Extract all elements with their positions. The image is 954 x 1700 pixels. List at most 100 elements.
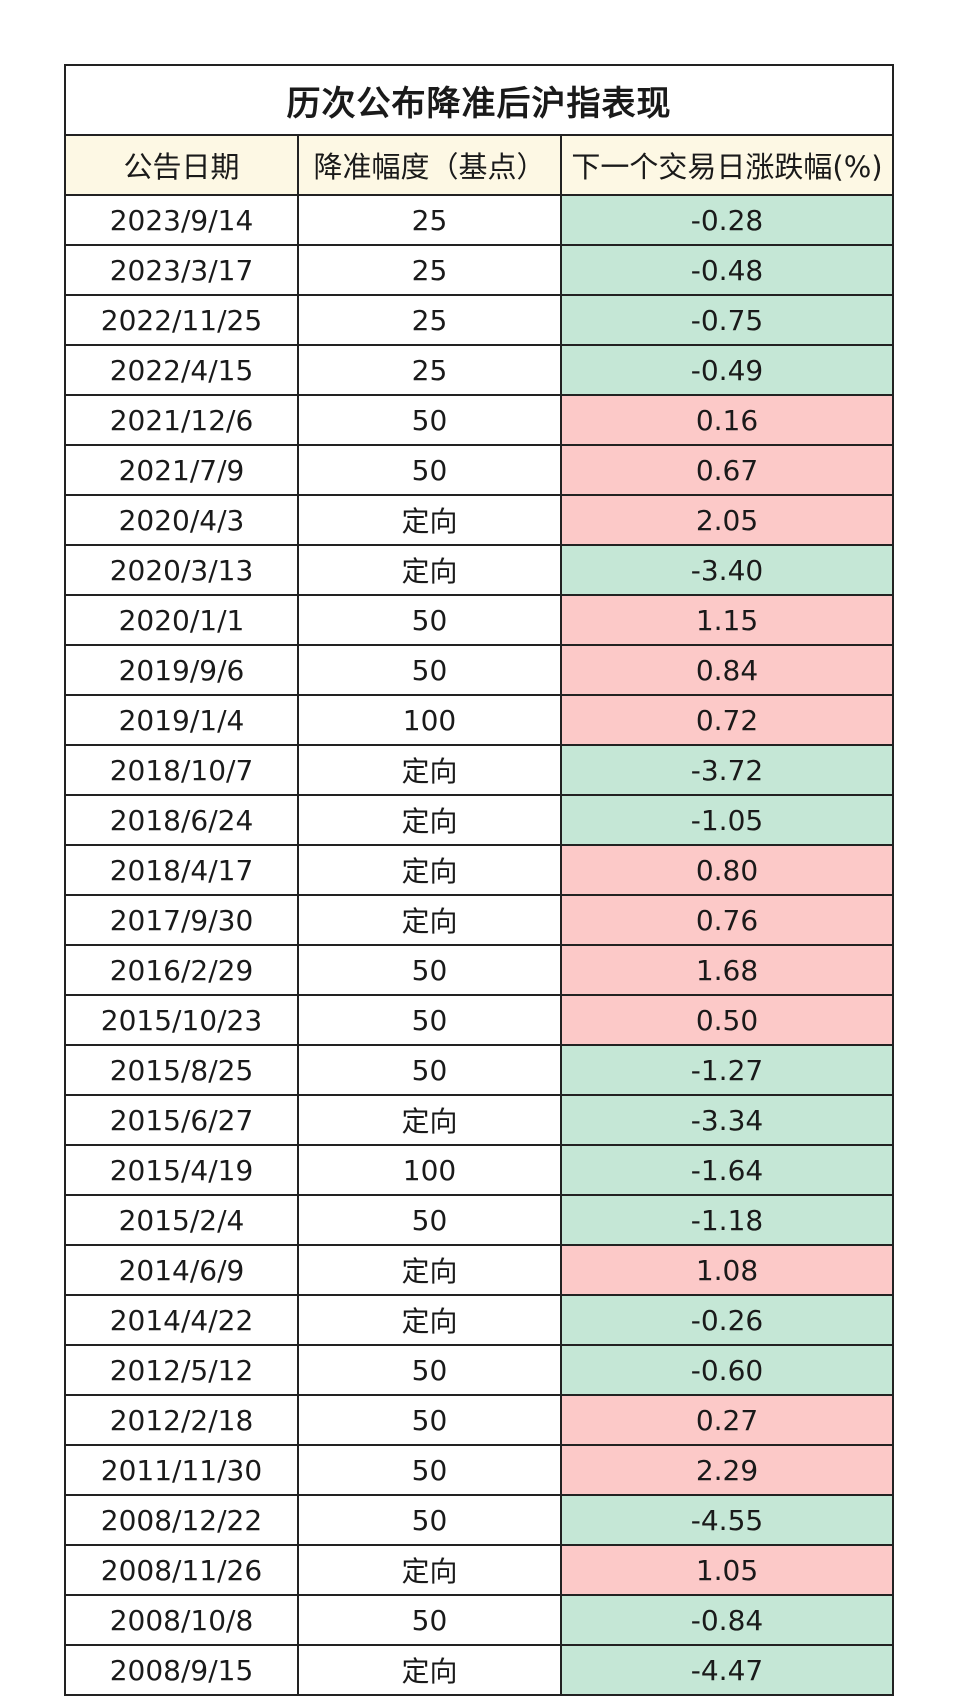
cut-size-cell: 定向	[297, 744, 562, 796]
change-cell: 0.72	[560, 694, 894, 746]
date-cell: 2008/11/26	[64, 1544, 299, 1596]
date-cell: 2014/6/9	[64, 1244, 299, 1296]
cut-size-cell: 定向	[297, 894, 562, 946]
cut-size-cell: 50	[297, 1494, 562, 1546]
date-cell: 2015/2/4	[64, 1194, 299, 1246]
cut-size-cell: 100	[297, 1144, 562, 1196]
date-cell: 2022/4/15	[64, 344, 299, 396]
date-cell: 2018/10/7	[64, 744, 299, 796]
date-cell: 2008/9/15	[64, 1644, 299, 1696]
table-row: 2015/8/25 50 -1.27	[64, 1044, 894, 1096]
change-cell: 0.27	[560, 1394, 894, 1446]
cut-size-cell: 50	[297, 994, 562, 1046]
table-row: 2020/4/3 定向 2.05	[64, 494, 894, 546]
cut-size-cell: 50	[297, 944, 562, 996]
table-row: 2017/9/30 定向 0.76	[64, 894, 894, 946]
table-row: 2021/7/9 50 0.67	[64, 444, 894, 496]
table-row: 2012/2/18 50 0.27	[64, 1394, 894, 1446]
table-row: 2008/10/8 50 -0.84	[64, 1594, 894, 1646]
change-cell: -1.18	[560, 1194, 894, 1246]
date-cell: 2014/4/22	[64, 1294, 299, 1346]
date-cell: 2020/1/1	[64, 594, 299, 646]
cut-size-cell: 定向	[297, 1094, 562, 1146]
cut-size-cell: 定向	[297, 794, 562, 846]
date-cell: 2008/10/8	[64, 1594, 299, 1646]
date-cell: 2018/4/17	[64, 844, 299, 896]
change-cell: 0.50	[560, 994, 894, 1046]
table-row: 2015/6/27 定向 -3.34	[64, 1094, 894, 1146]
date-cell: 2018/6/24	[64, 794, 299, 846]
date-cell: 2019/1/4	[64, 694, 299, 746]
table-row: 2023/9/14 25 -0.28	[64, 194, 894, 246]
date-cell: 2021/12/6	[64, 394, 299, 446]
cut-size-cell: 50	[297, 1344, 562, 1396]
table-row: 2018/6/24 定向 -1.05	[64, 794, 894, 846]
change-cell: 2.05	[560, 494, 894, 546]
table-body: 2023/9/14 25 -0.28 2023/3/17 25 -0.48 2022/11/…	[64, 194, 894, 1696]
date-cell: 2015/10/23	[64, 994, 299, 1046]
table-row: 2008/9/15 定向 -4.47	[64, 1644, 894, 1696]
change-cell: 1.68	[560, 944, 894, 996]
date-cell: 2019/9/6	[64, 644, 299, 696]
header-row: 公告日期 降准幅度（基点） 下一个交易日涨跌幅(%)	[64, 134, 894, 196]
cut-size-cell: 25	[297, 294, 562, 346]
table-row: 2015/4/19 100 -1.64	[64, 1144, 894, 1196]
change-cell: -1.27	[560, 1044, 894, 1096]
change-cell: 0.16	[560, 394, 894, 446]
cut-size-cell: 25	[297, 344, 562, 396]
cut-size-cell: 50	[297, 394, 562, 446]
cut-size-cell: 定向	[297, 544, 562, 596]
date-cell: 2016/2/29	[64, 944, 299, 996]
change-cell: -3.40	[560, 544, 894, 596]
table-row: 2015/10/23 50 0.50	[64, 994, 894, 1046]
date-cell: 2017/9/30	[64, 894, 299, 946]
cut-size-cell: 定向	[297, 1244, 562, 1296]
table-row: 2023/3/17 25 -0.48	[64, 244, 894, 296]
date-cell: 2021/7/9	[64, 444, 299, 496]
cut-size-cell: 定向	[297, 844, 562, 896]
change-cell: -3.72	[560, 744, 894, 796]
change-cell: -4.47	[560, 1644, 894, 1696]
change-cell: 0.84	[560, 644, 894, 696]
header-cut-size: 降准幅度（基点）	[297, 134, 562, 196]
table-row: 2012/5/12 50 -0.60	[64, 1344, 894, 1396]
table-row: 2018/4/17 定向 0.80	[64, 844, 894, 896]
cut-size-cell: 50	[297, 1044, 562, 1096]
cut-size-cell: 定向	[297, 1644, 562, 1696]
change-cell: -1.05	[560, 794, 894, 846]
change-cell: -0.60	[560, 1344, 894, 1396]
table-row: 2014/6/9 定向 1.08	[64, 1244, 894, 1296]
table-row: 2021/12/6 50 0.16	[64, 394, 894, 446]
cut-size-cell: 25	[297, 194, 562, 246]
cut-size-cell: 50	[297, 444, 562, 496]
rrr-cut-table: 历次公布降准后沪指表现 公告日期 降准幅度（基点） 下一个交易日涨跌幅(%) 2…	[64, 64, 894, 1696]
table-row: 2008/12/22 50 -4.55	[64, 1494, 894, 1546]
table-row: 2020/1/1 50 1.15	[64, 594, 894, 646]
date-cell: 2012/2/18	[64, 1394, 299, 1446]
date-cell: 2008/12/22	[64, 1494, 299, 1546]
table-row: 2008/11/26 定向 1.05	[64, 1544, 894, 1596]
table-row: 2011/11/30 50 2.29	[64, 1444, 894, 1496]
change-cell: 2.29	[560, 1444, 894, 1496]
change-cell: -3.34	[560, 1094, 894, 1146]
cut-size-cell: 定向	[297, 1544, 562, 1596]
table-row: 2019/9/6 50 0.84	[64, 644, 894, 696]
table-title: 历次公布降准后沪指表现	[64, 64, 894, 136]
change-cell: -0.84	[560, 1594, 894, 1646]
cut-size-cell: 50	[297, 1594, 562, 1646]
change-cell: 1.15	[560, 594, 894, 646]
change-cell: 1.05	[560, 1544, 894, 1596]
cut-size-cell: 25	[297, 244, 562, 296]
date-cell: 2012/5/12	[64, 1344, 299, 1396]
table-row: 2022/11/25 25 -0.75	[64, 294, 894, 346]
date-cell: 2020/3/13	[64, 544, 299, 596]
change-cell: -0.48	[560, 244, 894, 296]
change-cell: -0.28	[560, 194, 894, 246]
date-cell: 2015/4/19	[64, 1144, 299, 1196]
cut-size-cell: 定向	[297, 494, 562, 546]
cut-size-cell: 定向	[297, 1294, 562, 1346]
table-row: 2015/2/4 50 -1.18	[64, 1194, 894, 1246]
date-cell: 2023/3/17	[64, 244, 299, 296]
date-cell: 2015/6/27	[64, 1094, 299, 1146]
change-cell: -1.64	[560, 1144, 894, 1196]
